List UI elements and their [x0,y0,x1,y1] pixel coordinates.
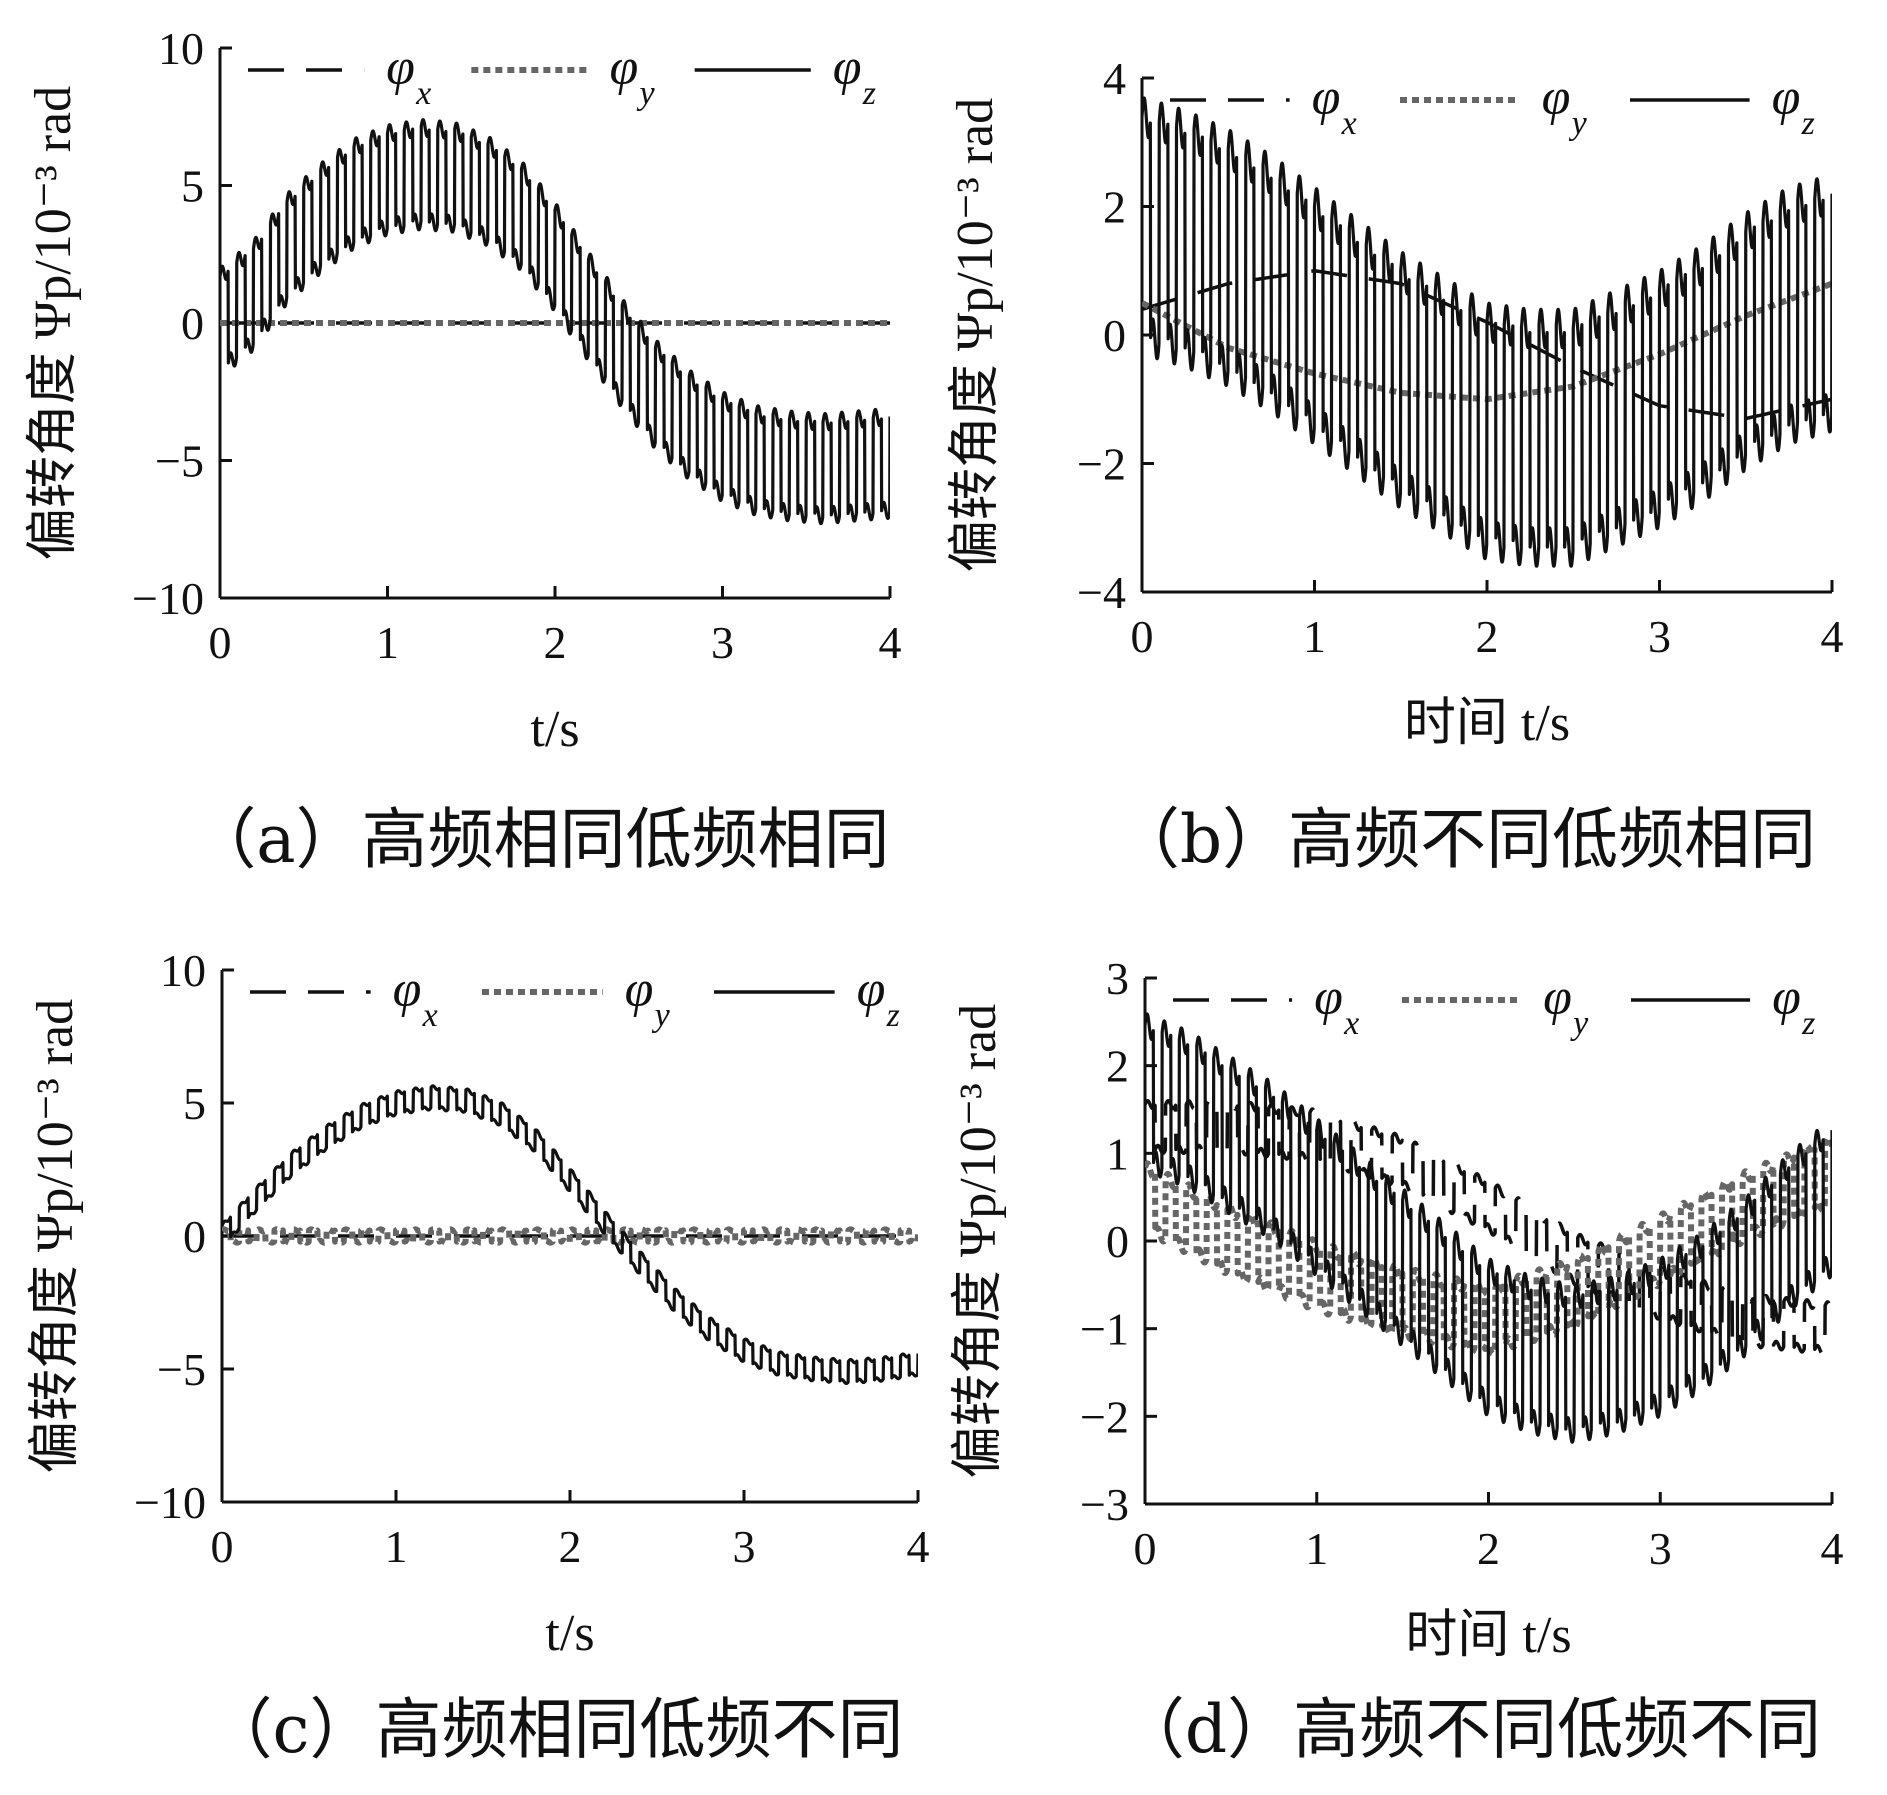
x-axis-label: 时间 t/s [1405,1607,1571,1664]
x-tick-label: 0 [209,617,232,668]
x-tick-label: 2 [544,617,567,668]
series-line-φy [222,1226,918,1246]
series-line-φy [1145,1134,1832,1357]
legend-label: φ [833,39,862,96]
y-tick-label: 1 [1106,1128,1129,1179]
x-tick-label: 1 [1305,1523,1328,1574]
legend-label-subscript: y [1569,105,1588,142]
chart-panel-b: 0 1 2 3 4 −4 −2 0 2 4 时间 t/s 偏转角度 Ψp/10⁻³ rad （b）高频不… [947,53,1844,878]
y-axis-label: 偏转角度 Ψp/10⁻³ rad [27,999,84,1473]
legend-label-subscript: z [1801,1005,1815,1042]
plot-area [1142,96,1832,568]
plot-area [222,1084,918,1386]
x-axis-label: t/s [545,1605,594,1662]
y-tick-label: 5 [183,1078,206,1129]
y-tick-label: 4 [1103,53,1126,104]
y-tick-label: 0 [181,298,204,349]
legend-label: φ [1542,69,1571,126]
y-tick-label: −2 [1080,1391,1129,1442]
y-tick-label: 10 [158,23,204,74]
y-tick-label: 10 [160,945,206,996]
x-tick-label: 0 [211,1521,234,1572]
y-tick-label: −2 [1077,439,1126,490]
series-line-φz [1142,96,1832,568]
y-axis-label: 偏转角度 Ψp/10⁻³ rad [947,98,1004,572]
legend-label: φ [609,39,638,96]
y-tick-label: 0 [1103,310,1126,361]
y-axis-label: 偏转角度 Ψp/10⁻³ rad [25,86,82,560]
legend-label: φ [857,961,886,1018]
x-tick-label: 4 [1821,1523,1844,1574]
legend-label-subscript: z [886,997,900,1034]
x-tick-label: 1 [385,1521,408,1572]
y-tick-label: −10 [132,573,204,624]
x-tick-label: 2 [1476,611,1499,662]
y-tick-label: −5 [155,436,204,487]
y-tick-label: 0 [183,1211,206,1262]
x-tick-label: 4 [907,1521,930,1572]
series-line-φz [222,1084,918,1386]
y-tick-label: 2 [1106,1041,1129,1092]
legend-label-subscript: z [1801,105,1815,142]
legend-label: φ [386,39,415,96]
x-tick-label: 2 [1477,1523,1500,1574]
x-tick-label: 3 [1648,611,1671,662]
legend-label-subscript: x [422,997,438,1034]
legend-label: φ [1543,969,1572,1026]
series-line-φz [1145,1012,1832,1444]
x-tick-label: 0 [1131,611,1154,662]
legend-label-subscript: x [1341,105,1357,142]
y-tick-label: −4 [1077,567,1126,618]
series-line-φz [220,118,890,526]
x-tick-label: 3 [711,617,734,668]
y-tick-label: 5 [181,161,204,212]
x-axis-label: 时间 t/s [1404,695,1570,752]
legend-label: φ [1314,969,1343,1026]
plot-area [220,118,890,526]
x-tick-label: 2 [559,1521,582,1572]
x-tick-label: 0 [1134,1523,1157,1574]
legend-label-subscript: y [636,75,655,112]
legend-label: φ [625,961,654,1018]
x-tick-label: 4 [1821,611,1844,662]
chart-panel-a: 0 1 2 3 4 −10 −5 0 5 10 t/s 偏转角度 Ψp/10⁻³ rad （a）高频相同… [25,23,902,878]
subfigure-caption: （a）高频相同低频相同 [190,801,889,878]
x-axis-label: t/s [530,701,579,758]
y-tick-label: −10 [134,1477,206,1528]
y-tick-label: −3 [1080,1479,1129,1530]
legend-label-subscript: y [1570,1005,1589,1042]
y-tick-label: −5 [157,1344,206,1395]
subfigure-caption: （b）高频不同低频相同 [1114,801,1816,878]
x-tick-label: 4 [879,617,902,668]
y-tick-label: 0 [1106,1216,1129,1267]
legend-label-subscript: z [862,75,876,112]
legend-label: φ [1772,69,1801,126]
y-tick-label: 2 [1103,182,1126,233]
chart-panel-c: 0 1 2 3 4 −10 −5 0 5 10 t/s 偏转角度 Ψp/10⁻³ rad （c）高频相同… [27,945,930,1768]
x-tick-label: 3 [733,1521,756,1572]
x-tick-label: 3 [1649,1523,1672,1574]
legend-label: φ [1772,969,1801,1026]
legend-label-subscript: x [1343,1005,1359,1042]
subfigure-caption: （c）高频相同低频不同 [207,1691,904,1768]
plot-area [1145,1012,1832,1444]
y-axis-label: 偏转角度 Ψp/10⁻³ rad [950,1004,1007,1478]
chart-panel-d: 0 1 2 3 4 −3 −2 −1 0 1 2 3 时间 t/s 偏转角度 Ψp/10⁻³ rad （d）… [950,953,1844,1768]
series-line-φx [1145,1098,1832,1356]
y-tick-label: −1 [1080,1304,1129,1355]
legend-label-subscript: x [415,75,431,112]
y-tick-label: 3 [1106,953,1129,1004]
legend-label: φ [393,961,422,1018]
legend-label: φ [1312,69,1341,126]
x-tick-label: 1 [376,617,399,668]
x-tick-label: 1 [1303,611,1326,662]
subfigure-caption: （d）高频不同低频不同 [1119,1691,1821,1768]
legend-label-subscript: y [652,997,671,1034]
